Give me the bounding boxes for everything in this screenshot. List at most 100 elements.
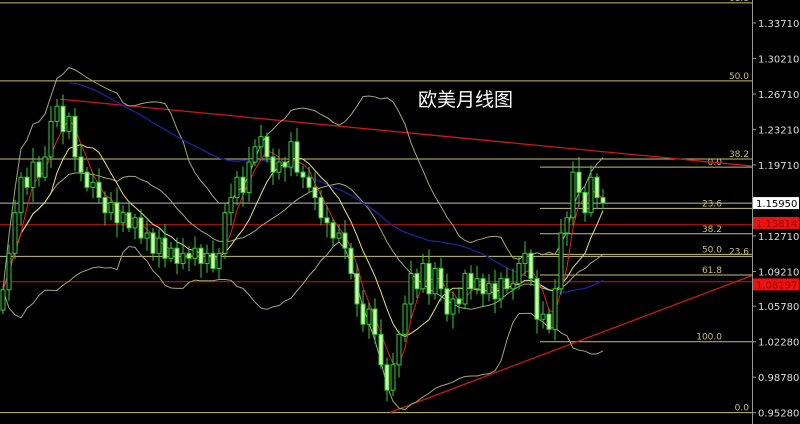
candle-body: [402, 303, 408, 335]
candle-body: [438, 267, 444, 290]
candle-body: [444, 288, 450, 315]
bullish-candle: [66, 112, 72, 140]
candle-body: [126, 212, 132, 229]
bearish-candle: [36, 155, 42, 187]
candle-body: [540, 313, 546, 320]
candle-body: [498, 278, 504, 300]
bearish-candle: [528, 249, 534, 287]
candle-body: [282, 161, 288, 168]
price-axis: 1.33710 1.30210 1.26710 1.23210 1.19710 1.127…: [752, 0, 800, 424]
bearish-candle: [576, 157, 582, 207]
candle-body: [348, 247, 354, 275]
bearish-candle: [186, 245, 192, 272]
bearish-candle: [312, 172, 318, 211]
fib-short-level-label: 23.6: [702, 199, 722, 209]
bullish-candle: [180, 238, 186, 270]
price-level-badge: [753, 278, 799, 291]
candle-body: [492, 283, 498, 300]
candle-body: [306, 176, 312, 188]
candle-body: [108, 202, 114, 214]
bearish-candle: [60, 94, 66, 145]
bearish-candle: [534, 270, 540, 334]
bullish-candle: [498, 272, 504, 309]
candle-body: [582, 191, 588, 214]
candle-body: [294, 141, 300, 173]
candle-body: [138, 217, 144, 239]
candle-body: [54, 105, 60, 122]
candle-body: [384, 364, 390, 391]
axis-tick-label: 0.95280: [758, 409, 799, 420]
bullish-candle: [192, 236, 198, 266]
candle-body: [342, 232, 348, 249]
candle-body: [156, 237, 162, 254]
candle-body: [114, 202, 120, 224]
bullish-candle: [450, 291, 456, 329]
candle-body: [564, 217, 570, 234]
bullish-candle: [6, 244, 12, 301]
bullish-candle: [564, 211, 570, 246]
current-price-badge: [753, 197, 799, 210]
candle-body: [60, 105, 66, 133]
candle-body: [144, 232, 150, 239]
bullish-candle: [402, 295, 408, 342]
candle-body: [216, 252, 222, 269]
bullish-candle: [522, 241, 528, 277]
fib-level-label: 50.0: [729, 72, 749, 82]
candle-body: [66, 115, 72, 133]
bullish-candle: [246, 146, 252, 202]
candle-body: [312, 186, 318, 199]
fib-short-level-label: 38.2: [702, 225, 722, 235]
bullish-candle: [222, 203, 228, 260]
bullish-candle: [420, 253, 426, 293]
bearish-candle: [102, 191, 108, 226]
candle-body: [396, 333, 402, 366]
bullish-candle: [474, 265, 480, 295]
axis-tick-label: 1.30210: [758, 54, 799, 65]
candle-body: [18, 176, 24, 214]
bullish-candle: [90, 172, 96, 199]
bullish-candle: [276, 149, 282, 180]
bullish-candle: [168, 241, 174, 263]
candle-body: [276, 161, 282, 173]
bullish-candle: [570, 161, 576, 226]
candle-body: [96, 181, 102, 199]
bollinger-upper-band: [2, 66, 604, 290]
bullish-candle: [30, 148, 36, 202]
candles-layer: [0, 94, 606, 402]
bullish-candle: [228, 183, 234, 226]
bearish-candle: [126, 200, 132, 232]
candle-body: [570, 171, 576, 219]
candle-body: [480, 278, 486, 295]
candle-body: [456, 298, 462, 305]
candle-body: [462, 273, 468, 305]
candle-body: [336, 232, 342, 239]
candle-body: [258, 136, 264, 148]
candle-body: [264, 136, 270, 158]
fib-short-level-label: 50.0: [702, 245, 722, 255]
bullish-candle: [204, 244, 210, 273]
axis-tick-label: 1.23210: [758, 125, 799, 136]
bearish-candle: [210, 240, 216, 273]
price-badge-label: 1.13814: [756, 219, 797, 230]
bearish-candle: [306, 166, 312, 194]
bearish-candle: [438, 257, 444, 302]
bullish-candle: [396, 330, 402, 378]
candle-body: [102, 197, 108, 214]
candle-body: [246, 161, 252, 193]
bullish-candle: [258, 124, 264, 158]
bullish-candle: [132, 213, 138, 239]
bullish-candle: [516, 256, 522, 290]
bearish-candle: [348, 243, 354, 280]
candle-body: [174, 247, 180, 264]
bearish-candle: [342, 220, 348, 260]
bullish-candle: [216, 248, 222, 280]
bullish-candle: [486, 274, 492, 302]
axis-tick-label: 1.05780: [758, 302, 799, 313]
bearish-candle: [594, 173, 600, 209]
candle-body: [132, 217, 138, 229]
bullish-candle: [120, 205, 126, 233]
candle-body: [48, 120, 54, 158]
candle-body: [372, 308, 378, 335]
candle-body: [204, 252, 210, 264]
